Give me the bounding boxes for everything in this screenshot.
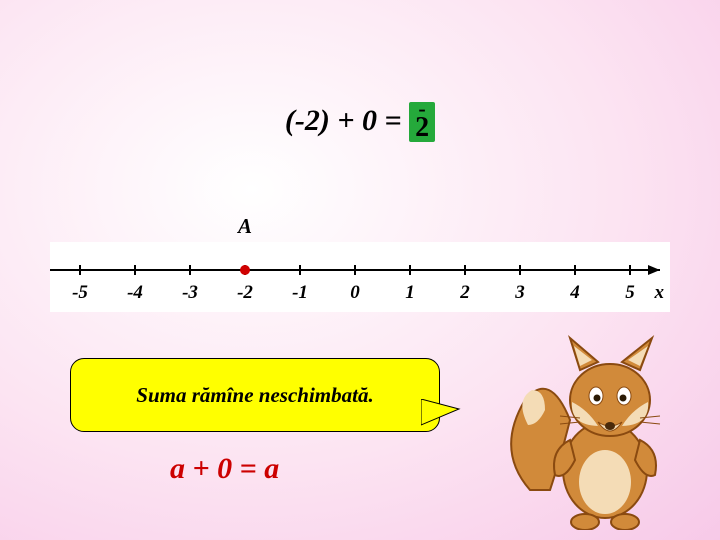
identity-formula: a + 0 = a bbox=[170, 452, 279, 486]
equation-lhs: (-2) + 0 = bbox=[285, 104, 402, 137]
point-a-label: A bbox=[238, 214, 252, 239]
tick-label: 2 bbox=[460, 282, 470, 304]
fox-svg bbox=[510, 330, 690, 530]
tick-label: 4 bbox=[570, 282, 580, 304]
answer-digit: 2 bbox=[415, 116, 429, 140]
point-a-dot bbox=[240, 265, 250, 275]
tick-label: 3 bbox=[515, 282, 525, 304]
equation-row: (-2) + 0 = - 2 bbox=[0, 96, 720, 138]
axis-x-label: x bbox=[655, 282, 665, 304]
tick-label: -1 bbox=[292, 282, 308, 304]
tick-label: 0 bbox=[350, 282, 360, 304]
speech-bubble-text: Suma rămîne neschimbată. bbox=[136, 383, 373, 408]
tick-label: -4 bbox=[127, 282, 143, 304]
tick-label: -5 bbox=[72, 282, 88, 304]
number-line: -5-4-3-2-1012345 x A bbox=[50, 242, 670, 312]
speech-bubble: Suma rămîne neschimbată. bbox=[70, 358, 440, 432]
equation-answer: - 2 bbox=[409, 102, 435, 142]
bubble-tail-icon bbox=[421, 399, 461, 439]
fox-illustration bbox=[510, 330, 690, 530]
tick-label: -3 bbox=[182, 282, 198, 304]
tick-label: 5 bbox=[625, 282, 635, 304]
tick-label: -2 bbox=[237, 282, 253, 304]
tick-label: 1 bbox=[405, 282, 415, 304]
